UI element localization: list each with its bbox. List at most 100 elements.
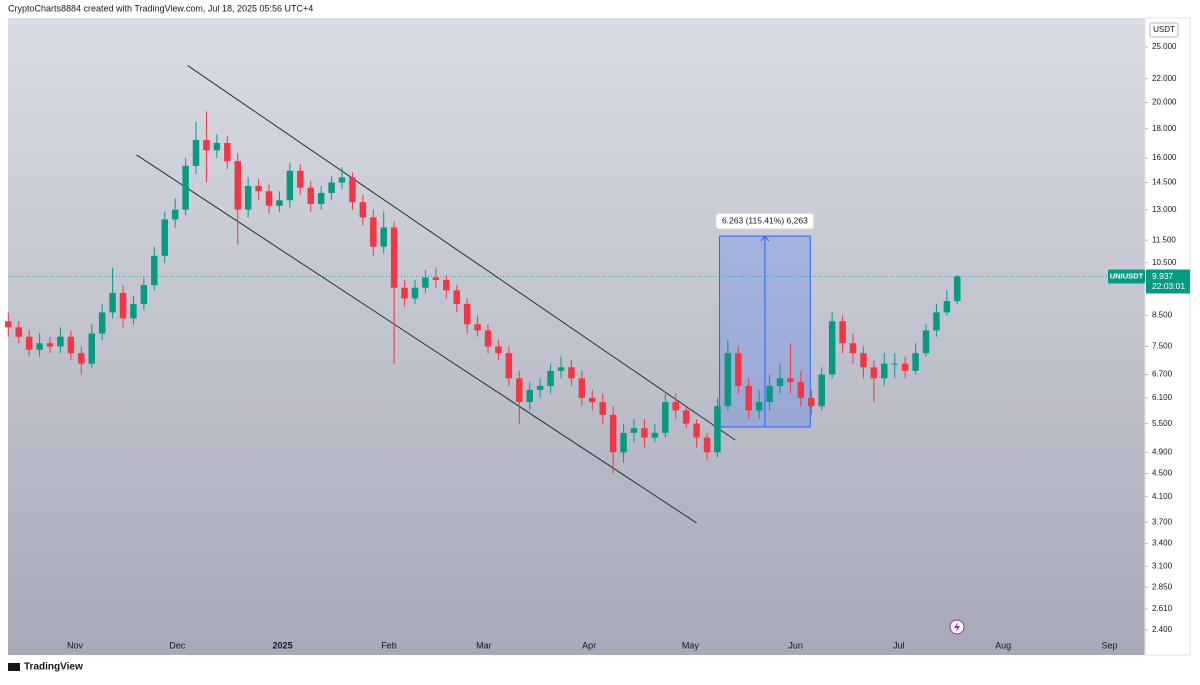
candle-body [609, 414, 617, 453]
candle-body [109, 292, 116, 313]
y-tick-label: 6.100 [1152, 393, 1173, 402]
candle-body [745, 385, 752, 411]
candle-body [5, 321, 12, 328]
candle-body [651, 432, 659, 438]
y-tick-label: 3.700 [1152, 517, 1173, 526]
alert-icon [949, 619, 965, 635]
y-tick-label: 22.000 [1152, 74, 1177, 83]
candle-body [380, 227, 387, 247]
candle-body [755, 402, 763, 411]
candle-body [954, 276, 961, 302]
y-tick-label: 6.700 [1152, 370, 1173, 379]
candle-body [641, 428, 648, 438]
y-tick-label: 11.500 [1152, 235, 1176, 244]
candle-body [98, 312, 106, 334]
candle-body [151, 255, 158, 286]
last-price-box [1146, 269, 1190, 294]
x-tick-label: Jul [893, 640, 905, 650]
candle-body [797, 382, 805, 398]
candle-body [849, 343, 857, 354]
symbol-box [1108, 269, 1145, 284]
y-tick-label: 4.900 [1152, 447, 1173, 456]
candle-body [787, 378, 794, 383]
candle-body [422, 277, 429, 288]
candle-body [401, 287, 408, 299]
countdown-label: 22:03:01 [1152, 281, 1185, 291]
candle-body [432, 277, 440, 280]
candle-body [943, 301, 951, 313]
y-tick-label: 3.100 [1152, 561, 1173, 570]
y-tick-label: 2.610 [1152, 604, 1173, 613]
trendline [136, 154, 697, 524]
candle-body [589, 397, 596, 403]
x-tick-label: Jun [788, 640, 803, 650]
price-axis [1144, 17, 1191, 656]
currency-box [1149, 22, 1179, 38]
candle-body [463, 303, 471, 325]
candle-body [224, 142, 231, 162]
candle-body [891, 363, 898, 365]
candle-body [276, 200, 283, 206]
candle-body [443, 279, 450, 291]
y-tick-label: 18.000 [1152, 124, 1177, 133]
candle-body [244, 185, 252, 210]
measure-label-box [715, 212, 815, 230]
y-tick-label: 20.000 [1152, 98, 1177, 107]
candle-body [328, 182, 335, 194]
candle-body [881, 363, 888, 379]
candle-body [307, 187, 314, 204]
candle-body [411, 287, 419, 299]
y-tick-label: 2.400 [1152, 625, 1173, 634]
currency: USDT [1153, 25, 1175, 34]
y-tick-label: 2.850 [1152, 582, 1173, 591]
candle-body [390, 227, 398, 288]
candle-body [630, 428, 638, 433]
candle-body [557, 367, 565, 371]
candle-body [547, 370, 554, 386]
candle-body [453, 290, 460, 304]
y-tick-label: 3.400 [1152, 538, 1173, 547]
candle-body [265, 191, 273, 206]
candle-body [672, 402, 679, 411]
x-tick-label: Mar [476, 640, 492, 650]
candle-body [349, 177, 356, 203]
candle-body [682, 410, 690, 424]
y-tick-label: 4.500 [1152, 469, 1173, 478]
y-tick-label: 10.500 [1152, 258, 1177, 267]
candle-body [57, 336, 64, 347]
y-tick-label: 13.000 [1152, 205, 1177, 214]
x-tick-label: Aug [995, 640, 1011, 650]
footer-brand: TradingView [24, 662, 83, 673]
candle-body [933, 312, 940, 331]
candle-body [912, 353, 919, 371]
candle-body [735, 353, 742, 386]
candle-body [36, 343, 43, 350]
candle-body [203, 140, 210, 151]
y-tick-label: 4.100 [1152, 492, 1173, 501]
trendline [187, 65, 736, 441]
x-tick-label: Sep [1102, 640, 1118, 650]
candle-body [15, 327, 22, 337]
candle-body [130, 303, 137, 319]
y-tick-label: 25.000 [1152, 42, 1177, 51]
measure-arrowhead [760, 235, 770, 242]
candle-body [88, 333, 95, 364]
x-tick-label: Feb [381, 640, 397, 650]
pane [8, 18, 1145, 655]
candle-body [703, 437, 711, 453]
candle-body [578, 378, 586, 398]
y-tick-label: 7.500 [1152, 342, 1173, 351]
candle-body [359, 202, 367, 218]
candle-body [67, 336, 75, 354]
candle-body [234, 161, 241, 210]
candle-body [505, 353, 513, 379]
candle-body [922, 330, 930, 354]
candle-body [161, 219, 168, 256]
candle-body [568, 367, 575, 379]
candle-body [526, 389, 533, 403]
x-tick-label: Nov [67, 640, 84, 650]
y-tick-label: 14.500 [1152, 178, 1177, 187]
candle-body [808, 397, 815, 407]
measure-label: 6.263 (115.41%) 6,263 [722, 215, 808, 225]
